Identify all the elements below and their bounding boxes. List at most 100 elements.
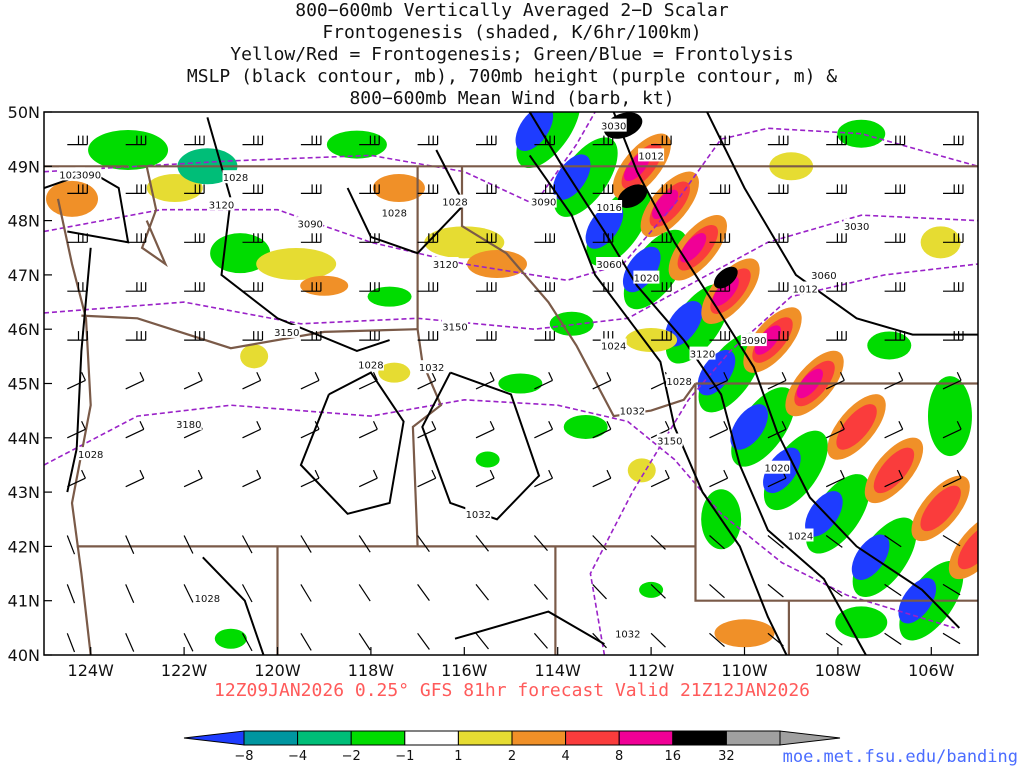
wind-barb [242, 282, 264, 292]
longitude-label: 114W [535, 661, 582, 680]
latitude-label: 50N [8, 103, 40, 122]
wind-barb [825, 372, 845, 390]
wind-barb [417, 469, 437, 488]
wind-barb [183, 469, 203, 488]
wind-barb [534, 184, 556, 194]
wind-barb [358, 535, 371, 553]
wind-barb [125, 282, 147, 292]
wind-barb [241, 535, 253, 554]
wind-barb [943, 233, 964, 243]
wind-barb [709, 535, 725, 550]
svg-text:1024: 1024 [601, 342, 626, 353]
title-line-4: MSLP (black contour, mb), 700mb height (… [186, 66, 838, 87]
mslp-label: 1028 [666, 373, 693, 388]
mslp-contour-line [346, 149, 466, 255]
frontogenesis-cell [680, 233, 707, 263]
frontogenesis-cell [713, 266, 738, 289]
wind-barb [709, 135, 731, 146]
wind-barb [66, 584, 76, 604]
wind-barb [650, 535, 666, 550]
wind-barb [358, 584, 371, 602]
latitude-label: 44N [8, 429, 40, 448]
mslp-contour-line [528, 112, 867, 655]
wind-barb [592, 282, 614, 292]
frontogenesis-cell [378, 362, 411, 383]
wind-barb [300, 233, 322, 243]
wind-barb [67, 420, 86, 439]
title-line-1: 800−600mb Vertically Averaged 2−D Scalar [295, 0, 729, 21]
wind-barb [825, 469, 845, 488]
border-line [140, 166, 168, 268]
wind-barb [417, 535, 430, 553]
wind-barb [476, 135, 497, 146]
wind-barb [825, 632, 843, 646]
wind-barb [884, 233, 906, 243]
wind-barb [767, 331, 789, 341]
wind-barb [358, 632, 371, 651]
colorbar-tick-label: 8 [615, 749, 623, 764]
wind-barb [67, 233, 88, 243]
forecast-valid-time: 12Z09JAN2026 0.25° GFS 81hr forecast Val… [213, 680, 811, 701]
wind-barb [826, 135, 847, 146]
wind-barb [66, 535, 76, 555]
colorbar-segment [565, 730, 620, 746]
mslp-label: 1012 [638, 148, 665, 162]
mslp-label: 1032 [614, 626, 641, 640]
longitude-label: 112W [628, 661, 675, 680]
wind-barb [767, 583, 784, 598]
wind-barb [300, 632, 312, 651]
wind-barb [359, 233, 380, 243]
frontogenesis-cell [424, 226, 505, 259]
wind-barb [767, 135, 789, 146]
frontogenesis-cell [805, 491, 843, 537]
wind-barb [476, 184, 497, 194]
wind-barb [884, 469, 904, 488]
wind-barb [592, 420, 612, 439]
wind-barb [533, 584, 548, 600]
wind-barb [884, 282, 906, 292]
wind-barb [184, 135, 205, 146]
svg-text:3090: 3090 [297, 219, 322, 230]
axis-ticks: 50N 49N 48N 47N 46N 45N 44N 43N 42N 41N 40N 124W 122… [8, 103, 955, 680]
border-line [460, 166, 697, 418]
frontogenesis-cell [46, 180, 99, 217]
height-label: 3150 [273, 324, 300, 339]
wind-barb [592, 583, 607, 600]
svg-text:1012: 1012 [792, 285, 817, 296]
wind-barb [125, 331, 147, 341]
svg-text:3120: 3120 [690, 350, 715, 361]
colorbar-tick-label: 1 [454, 749, 462, 764]
wind-barb [125, 584, 135, 603]
height-label: 3120 [689, 346, 716, 361]
wind-barb [475, 535, 489, 552]
wind-barb [767, 233, 789, 243]
colorbar-tick-label: 16 [665, 749, 682, 764]
svg-text:1016: 1016 [596, 203, 621, 214]
height-label: 3150 [442, 319, 468, 334]
wind-barb [943, 331, 964, 341]
latitude-label: 40N [8, 646, 40, 665]
mslp-contour-line [612, 112, 961, 629]
frontogenesis-cell [920, 485, 961, 532]
svg-text:3060: 3060 [596, 260, 621, 271]
frontogenesis-cell [836, 404, 877, 450]
wind-barb [242, 135, 264, 146]
frontogenesis-cell [372, 174, 425, 203]
svg-text:3120: 3120 [433, 260, 458, 271]
frontogenesis-cell [927, 376, 972, 457]
wind-barb [300, 469, 320, 488]
colorbar-segment [725, 730, 781, 746]
wind-barb [476, 233, 497, 243]
wind-barbs [66, 135, 964, 653]
frontogenesis-cell [88, 130, 169, 171]
wind-barb [475, 372, 495, 390]
height-contour-line [44, 112, 596, 206]
wind-barb [359, 184, 380, 194]
wind-barb [359, 282, 380, 292]
wind-barb [826, 282, 847, 292]
wind-barb [767, 632, 784, 647]
wind-barb [943, 184, 964, 194]
wind-barb [183, 372, 203, 390]
height-contour-line [44, 214, 978, 331]
height-contour-line [589, 263, 978, 655]
